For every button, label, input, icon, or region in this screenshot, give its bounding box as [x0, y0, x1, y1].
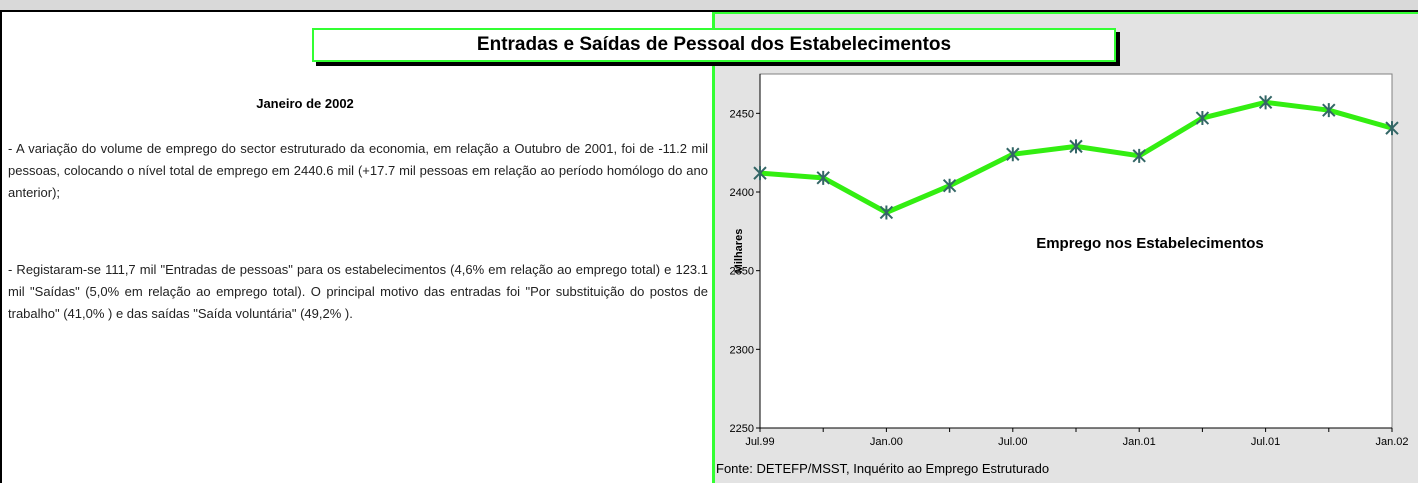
x-tick-label: Jan.01 — [1123, 436, 1156, 448]
y-tick-label: 2250 — [730, 423, 754, 435]
x-tick-label: Jan.02 — [1375, 436, 1408, 448]
x-tick-label: Jul.01 — [1251, 436, 1280, 448]
marker — [1195, 111, 1210, 126]
text-panel — [0, 12, 710, 483]
y-tick-label: 2450 — [730, 108, 754, 120]
y-tick-label: 2350 — [730, 266, 754, 278]
marker — [753, 166, 767, 181]
plot-area — [759, 73, 1393, 429]
source-note: Fonte: DETEFP/MSST, Inquérito ao Emprego… — [716, 461, 1050, 476]
marker — [1132, 148, 1146, 163]
marker — [1069, 139, 1083, 154]
marker — [1258, 95, 1273, 110]
marker — [1322, 103, 1336, 118]
chart-title: Emprego nos Estabelecimentos — [1036, 235, 1264, 252]
x-tick-label: Jan.00 — [870, 436, 903, 448]
y-tick-label: 2300 — [730, 344, 754, 356]
paragraph: - A variação do volume de emprego do sec… — [8, 141, 708, 200]
page-title: Entradas e Saídas de Pessoal dos Estabel… — [312, 28, 1116, 62]
top-bar — [0, 0, 1418, 12]
marker — [1006, 147, 1020, 162]
paragraph: - Registaram-se 111,7 mil "Entradas de p… — [8, 262, 708, 321]
marker — [879, 205, 894, 220]
marker — [816, 170, 830, 185]
marker — [942, 178, 957, 193]
y-tick-label: 2400 — [730, 187, 754, 199]
chart: Emprego nos Estabelecimentos Milhares 22… — [730, 73, 1409, 448]
marker — [1385, 121, 1399, 136]
x-tick-label: Jul.00 — [998, 436, 1027, 448]
x-tick-label: Jul.99 — [745, 436, 774, 448]
y-axis-label: Milhares — [733, 229, 745, 274]
subtitle: Janeiro de 2002 — [256, 96, 354, 111]
